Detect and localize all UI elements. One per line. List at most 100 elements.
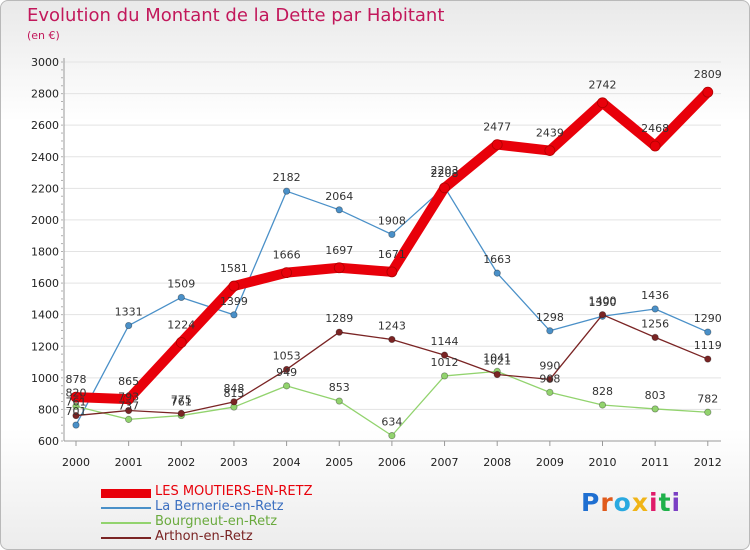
data-label: 701 bbox=[66, 405, 87, 418]
x-tick-label: 2006 bbox=[378, 456, 406, 469]
data-label: 737 bbox=[118, 399, 139, 412]
data-label: 2742 bbox=[589, 79, 617, 92]
series-line-0 bbox=[71, 87, 713, 405]
data-label: 949 bbox=[276, 366, 297, 379]
data-point bbox=[649, 140, 661, 152]
data-label: 793 bbox=[118, 391, 139, 404]
data-point bbox=[440, 372, 449, 380]
data-point bbox=[333, 262, 345, 274]
data-point bbox=[702, 86, 714, 98]
logo-letter: i bbox=[671, 488, 682, 517]
data-label: 2203 bbox=[431, 164, 459, 177]
logo-letter: P bbox=[581, 488, 601, 517]
data-point bbox=[651, 333, 659, 342]
data-label: 1224 bbox=[167, 318, 195, 331]
data-point bbox=[388, 335, 396, 344]
legend-item: LES MOUTIERS-EN-RETZ bbox=[101, 484, 381, 500]
data-label: 2477 bbox=[483, 121, 511, 134]
data-point bbox=[175, 337, 187, 348]
data-label: 865 bbox=[118, 375, 139, 388]
data-point bbox=[493, 269, 501, 277]
data-label: 1119 bbox=[694, 339, 722, 352]
x-tick-label: 2000 bbox=[62, 456, 90, 469]
x-tick-label: 2011 bbox=[641, 456, 669, 469]
x-tick-label: 2008 bbox=[483, 456, 511, 469]
x-tick-label: 2003 bbox=[220, 456, 248, 469]
data-label: 803 bbox=[645, 389, 666, 402]
data-label: 848 bbox=[223, 382, 244, 395]
data-point bbox=[72, 421, 80, 429]
legend-label: Bourgneut-en-Retz bbox=[155, 514, 278, 529]
x-tick-label: 2010 bbox=[589, 456, 617, 469]
data-label: 1509 bbox=[167, 277, 195, 290]
data-point bbox=[72, 402, 80, 410]
data-label: 1289 bbox=[325, 312, 353, 325]
data-point bbox=[281, 267, 293, 279]
data-label: 1243 bbox=[378, 319, 406, 332]
logo-letter: x bbox=[631, 488, 649, 517]
data-point bbox=[388, 432, 396, 440]
data-label: 2208 bbox=[431, 167, 459, 180]
data-point bbox=[335, 206, 343, 214]
data-label: 1331 bbox=[115, 306, 143, 319]
data-label: 1400 bbox=[589, 295, 617, 308]
data-point bbox=[70, 391, 82, 403]
x-tick-label: 2007 bbox=[431, 456, 459, 469]
legend-label: LES MOUTIERS-EN-RETZ bbox=[155, 484, 313, 499]
data-point bbox=[704, 355, 712, 363]
data-label: 1256 bbox=[641, 317, 669, 330]
y-tick-label: 600 bbox=[38, 435, 59, 448]
data-label: 1436 bbox=[641, 289, 669, 302]
data-point bbox=[177, 409, 185, 417]
data-label: 2439 bbox=[536, 127, 564, 140]
y-tick-label: 2000 bbox=[31, 214, 59, 227]
data-point bbox=[123, 393, 135, 405]
data-point bbox=[598, 311, 607, 319]
data-label: 1390 bbox=[589, 296, 617, 309]
data-label: 990 bbox=[539, 359, 560, 372]
legend-item: Bourgneut-en-Retz bbox=[101, 514, 381, 530]
data-label: 1298 bbox=[536, 311, 564, 324]
data-point bbox=[597, 97, 608, 109]
legend-item: La Bernerie-en-Retz bbox=[101, 499, 381, 515]
data-point bbox=[386, 266, 398, 278]
y-tick-label: 1400 bbox=[31, 309, 59, 322]
data-point bbox=[228, 280, 240, 292]
data-label: 908 bbox=[539, 372, 560, 385]
logo-letter: t bbox=[658, 488, 672, 517]
legend-swatch bbox=[101, 507, 151, 509]
legend-label: La Bernerie-en-Retz bbox=[155, 499, 284, 514]
data-label: 1663 bbox=[483, 253, 511, 266]
data-label: 853 bbox=[329, 381, 350, 394]
x-tick-label: 2012 bbox=[694, 456, 722, 469]
data-point bbox=[704, 408, 712, 416]
data-label: 820 bbox=[66, 386, 87, 399]
y-tick-label: 2800 bbox=[31, 88, 59, 101]
data-point bbox=[704, 328, 712, 336]
y-tick-label: 1000 bbox=[31, 372, 59, 385]
data-label: 2182 bbox=[273, 171, 301, 184]
legend-swatch bbox=[101, 522, 151, 524]
data-point bbox=[546, 327, 554, 335]
data-point bbox=[282, 187, 291, 195]
data-label: 1581 bbox=[220, 262, 248, 275]
data-point bbox=[335, 328, 343, 336]
data-label: 815 bbox=[223, 387, 244, 400]
logo-letter: i bbox=[649, 488, 659, 517]
data-point bbox=[282, 365, 291, 374]
data-label: 1399 bbox=[220, 295, 248, 308]
logo-letter: r bbox=[600, 488, 614, 517]
logo-letter: o bbox=[613, 488, 632, 517]
x-tick-label: 2002 bbox=[167, 456, 195, 469]
y-tick-label: 2600 bbox=[31, 119, 59, 132]
data-label: 1290 bbox=[694, 312, 722, 325]
data-point bbox=[282, 382, 291, 390]
data-point bbox=[546, 388, 554, 396]
data-label: 2064 bbox=[325, 190, 353, 203]
data-label: 2468 bbox=[641, 122, 669, 135]
data-point bbox=[544, 145, 556, 156]
x-tick-label: 2001 bbox=[115, 456, 143, 469]
data-label: 2809 bbox=[694, 68, 722, 81]
x-tick-label: 2004 bbox=[273, 456, 301, 469]
